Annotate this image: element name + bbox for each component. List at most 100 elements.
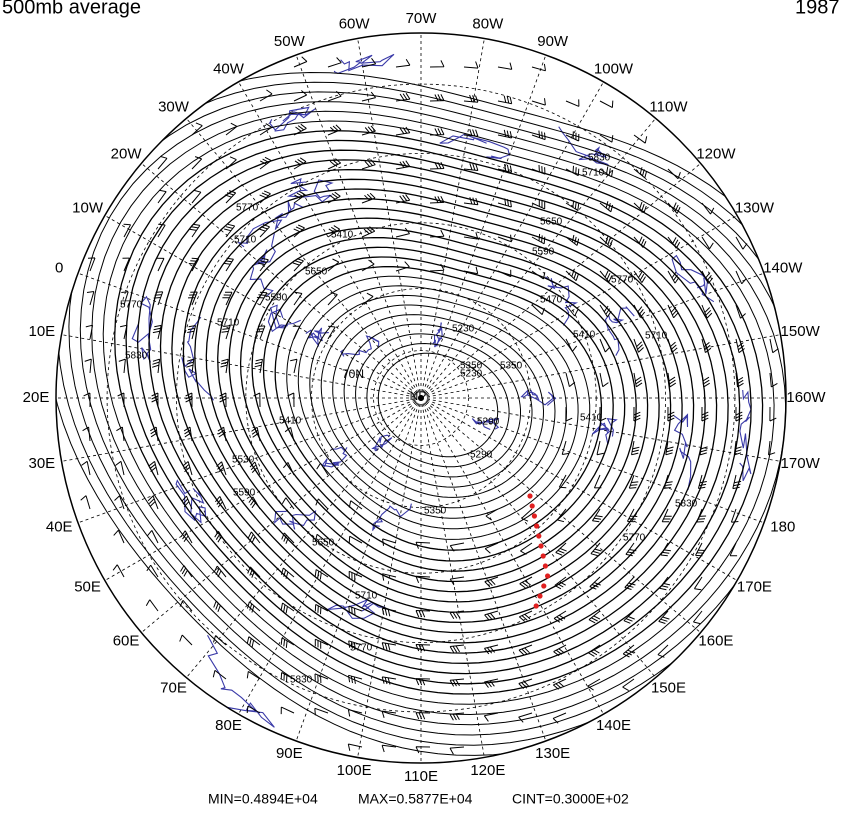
wind-barb xyxy=(702,237,713,249)
contour-label: 5710 xyxy=(234,235,257,246)
wind-barb xyxy=(484,645,498,654)
longitude-label: 160E xyxy=(698,633,733,650)
longitude-label: 90E xyxy=(276,745,303,762)
cint-stat: CINT=0.3000E+02 xyxy=(512,791,629,807)
longitude-label: 110W xyxy=(649,99,688,116)
polar-map: 500mb average 1987 MIN=0.4894E+04 MAX=0.… xyxy=(0,0,842,815)
wind-barb xyxy=(730,543,737,556)
contour-label: 5770 xyxy=(623,533,646,544)
longitude-label: 180 xyxy=(770,519,795,536)
marker-dot xyxy=(541,583,546,588)
wind-barb xyxy=(114,530,124,543)
wind-barb xyxy=(260,90,272,101)
wind-barb xyxy=(634,135,647,143)
coastline xyxy=(335,54,395,73)
wind-barb xyxy=(770,407,776,421)
wind-barb xyxy=(396,59,410,67)
wind-barb xyxy=(282,533,294,544)
longitude-label: 50E xyxy=(74,578,101,595)
height-contour xyxy=(126,140,751,683)
wind-barb xyxy=(416,713,430,720)
meridian xyxy=(296,398,421,741)
longitude-label: 70E xyxy=(160,679,187,696)
longitude-label: 170E xyxy=(737,578,772,595)
wind-barb xyxy=(85,359,92,373)
wind-barb xyxy=(157,258,164,271)
wind-barb xyxy=(283,462,294,475)
wind-barb xyxy=(562,441,569,455)
wind-barb xyxy=(450,645,464,653)
contour-label: 5410 xyxy=(279,416,302,427)
wind-barb xyxy=(464,95,478,102)
longitude-label: 90W xyxy=(537,33,569,50)
wind-barb xyxy=(213,670,226,679)
wind-barb xyxy=(625,577,636,590)
pole-label: NP xyxy=(410,389,427,403)
wind-barb xyxy=(146,600,158,611)
height-contour xyxy=(344,324,532,487)
longitude-label: 0 xyxy=(55,259,63,276)
map-layers xyxy=(46,33,832,763)
longitude-label: 80W xyxy=(472,16,504,33)
height-contour xyxy=(298,286,578,529)
wind-barb xyxy=(498,164,512,172)
wind-barb xyxy=(87,292,94,306)
contour-label: 5710 xyxy=(645,331,668,342)
wind-barb xyxy=(668,237,680,248)
wind-barb xyxy=(592,509,602,522)
contour-label: 5770 xyxy=(350,643,373,654)
wind-barb xyxy=(600,373,608,387)
marker-dot xyxy=(545,573,550,578)
meridian xyxy=(421,398,604,714)
marker-dot xyxy=(534,523,539,528)
marker-dot xyxy=(530,503,535,508)
longitude-label: 150E xyxy=(651,679,686,696)
contour-label: 5710 xyxy=(355,591,378,602)
coastline xyxy=(522,390,556,406)
wind-barb xyxy=(498,198,511,207)
height-contour xyxy=(218,218,659,602)
wind-barb xyxy=(382,608,396,616)
contour-label: 5590 xyxy=(233,488,256,499)
contour-label: 5350 xyxy=(424,506,447,517)
wind-barb xyxy=(697,509,706,522)
wind-barb xyxy=(464,267,478,274)
wind-barb xyxy=(668,373,676,387)
longitude-label: 10E xyxy=(28,323,55,340)
wind-barb xyxy=(634,373,642,387)
wind-barb xyxy=(187,326,195,340)
marker-dot xyxy=(532,513,537,518)
wind-barb xyxy=(450,747,464,754)
wind-barb xyxy=(223,258,233,271)
longitude-label: 60W xyxy=(339,16,371,33)
wind-barb xyxy=(348,744,362,751)
wind-barb xyxy=(214,601,226,612)
max-stat: MAX=0.5877E+04 xyxy=(358,791,473,807)
wind-barb xyxy=(634,237,646,248)
wind-barb xyxy=(81,496,90,509)
longitude-label: 80E xyxy=(215,717,242,734)
wind-barb xyxy=(668,169,680,179)
wind-barb xyxy=(152,359,159,373)
wind-barb xyxy=(290,359,297,373)
marker-dot xyxy=(527,493,532,498)
longitude-label: 120W xyxy=(696,145,736,162)
longitude-label: 100E xyxy=(337,762,372,779)
contour-label: 5650 xyxy=(305,267,328,278)
contour-label: 5530 xyxy=(232,455,255,466)
contour-label: 5290 xyxy=(470,450,493,461)
wind-barb xyxy=(396,127,410,135)
marker-dot xyxy=(534,603,539,608)
wind-barb xyxy=(217,462,227,475)
contour-label: 5830 xyxy=(588,153,611,164)
wind-barb xyxy=(83,427,90,441)
wind-barb xyxy=(192,157,202,169)
contour-label: 5410 xyxy=(573,330,596,341)
wind-barb xyxy=(362,193,375,203)
wind-barb xyxy=(82,461,91,475)
wind-barb xyxy=(532,64,546,71)
wind-barb xyxy=(192,123,202,135)
longitude-label: 160W xyxy=(786,389,826,406)
wind-barb xyxy=(566,99,579,106)
wind-barb xyxy=(702,373,710,387)
